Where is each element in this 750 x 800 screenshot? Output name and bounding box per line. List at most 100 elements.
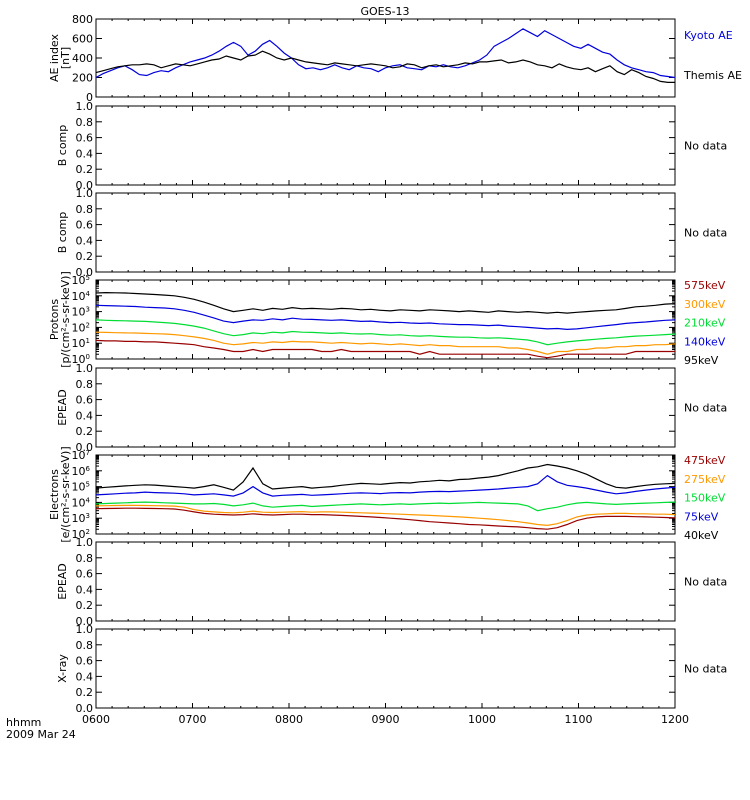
y-axis-label: X-ray <box>56 654 69 683</box>
series-300kev <box>95 331 676 355</box>
y-tick-label: 1.0 <box>76 623 94 636</box>
y-tick-label: 0.2 <box>76 250 94 263</box>
y-tick-label: 0.6 <box>76 655 94 668</box>
y-tick-label: 0.0 <box>76 179 94 192</box>
y-tick-label: 0.4 <box>76 583 94 596</box>
panel-frame <box>95 18 676 98</box>
y-tick-label: 0.0 <box>76 702 94 715</box>
y-axis-label: [e/(cm²-s-sr-keV)] <box>59 446 72 542</box>
x-tick-label: 1000 <box>468 713 496 726</box>
legend-entry: 75keV <box>684 510 719 523</box>
y-axis-label: AE index <box>48 33 61 82</box>
y-tick-label: 600 <box>72 33 93 46</box>
panel-protons: 100 101 102 103 104 105 Protons[p/(cm²-s-sr-ke… <box>48 271 726 368</box>
series-575kev <box>95 339 675 359</box>
legend-entry: 210keV <box>684 317 726 330</box>
legend-entry: 95keV <box>684 354 719 367</box>
y-tick-label: 0.8 <box>76 639 94 652</box>
series-475kev <box>95 507 676 530</box>
panel-frame <box>95 367 676 448</box>
series-210kev <box>95 319 676 346</box>
y-tick-label: 1.0 <box>76 536 94 549</box>
y-tick-label: 0.4 <box>76 234 94 247</box>
y-tick-label: 0.6 <box>76 132 94 145</box>
no-data-label: No data <box>684 140 727 153</box>
y-tick-label: 0.8 <box>76 203 94 216</box>
series-75kev <box>95 474 676 497</box>
x-tick-labels: 0600 0700 0800 0900 1000 1100 1200 <box>82 713 689 726</box>
y-tick-label: 105 <box>72 274 90 287</box>
panel-b1: 0.0 0.2 0.4 0.6 0.8 1.0 B comp No data <box>56 100 727 192</box>
x-tick-label: 0700 <box>179 713 207 726</box>
no-data-label: No data <box>684 402 727 415</box>
y-tick-label: 0.2 <box>76 599 94 612</box>
y-tick-label: 1.0 <box>76 100 94 113</box>
panel-frame <box>95 192 676 273</box>
y-axis-label: B comp <box>56 125 69 167</box>
legend-entry: 575keV <box>684 279 726 292</box>
y-axis-label: Electrons <box>48 469 61 520</box>
x-tick-label: 1100 <box>565 713 593 726</box>
y-tick-label: 100 <box>72 353 90 366</box>
y-tick-label: 0.6 <box>76 394 94 407</box>
y-tick-label: 102 <box>72 321 90 334</box>
panel-frame <box>95 454 676 535</box>
y-axis-label: B comp <box>56 212 69 254</box>
series-kyoto-ae <box>95 28 676 79</box>
time-unit-label: hhmm <box>6 716 41 729</box>
x-tick-label: 0800 <box>275 713 303 726</box>
legend-entry: 300keV <box>684 298 726 311</box>
y-tick-label: 0.8 <box>76 116 94 129</box>
panel-b2: 0.0 0.2 0.4 0.6 0.8 1.0 B comp No data <box>56 187 727 279</box>
panel-frame <box>95 541 676 622</box>
chart-title: GOES-13 <box>360 5 409 18</box>
y-tick-label: 0.6 <box>76 219 94 232</box>
y-axis-label: Protons <box>48 299 61 340</box>
y-tick-label: 101 <box>72 337 90 350</box>
legend-entry: Themis AE <box>683 69 742 82</box>
panel-electrons: 102 103 104 105 106 107 Electrons[e/(cm²-s-sr-… <box>48 446 726 542</box>
panel-epead1: 0.0 0.2 0.4 0.6 0.8 1.0 EPEAD No data <box>56 362 727 454</box>
y-axis-label: [nT] <box>59 47 72 69</box>
panels: 0 200 400 600 800 AE index[nT] Kyoto AE Themis … <box>48 13 742 715</box>
y-tick-label: 0.2 <box>76 425 94 438</box>
y-axis-label: [p/(cm²-s-sr-keV)] <box>59 271 72 368</box>
series-40kev <box>95 463 676 491</box>
y-tick-label: 103 <box>72 306 90 319</box>
series-themis-ae <box>95 50 675 84</box>
series-275kev <box>95 504 676 527</box>
y-tick-label: 200 <box>72 72 93 85</box>
panel-frame <box>95 279 676 360</box>
x-tick-label: 0600 <box>82 713 110 726</box>
y-tick-label: 104 <box>72 496 91 509</box>
panel-frame <box>95 628 676 709</box>
y-axis-label: EPEAD <box>56 389 69 426</box>
y-tick-label: 0.2 <box>76 163 94 176</box>
panel-frame <box>95 105 676 186</box>
y-tick-label: 107 <box>72 449 90 462</box>
y-tick-label: 103 <box>72 512 90 525</box>
panel-epead2: 0.0 0.2 0.4 0.6 0.8 1.0 EPEAD No data <box>56 536 727 628</box>
y-tick-label: 800 <box>72 13 93 26</box>
y-tick-label: 0 <box>86 91 93 104</box>
x-tick-label: 1200 <box>661 713 689 726</box>
y-tick-label: 0.8 <box>76 378 94 391</box>
y-tick-label: 0.4 <box>76 409 94 422</box>
panel-xray: 0.0 0.2 0.4 0.6 0.8 1.0 X-ray No data <box>56 623 727 715</box>
y-tick-label: 400 <box>72 52 93 65</box>
series-150kev <box>95 501 676 512</box>
y-tick-label: 104 <box>72 290 91 303</box>
legend-entry: 475keV <box>684 454 726 467</box>
no-data-label: No data <box>684 227 727 240</box>
y-tick-label: 0.6 <box>76 568 94 581</box>
y-tick-label: 102 <box>72 528 90 541</box>
y-axis-label: EPEAD <box>56 563 69 600</box>
legend-entry: 275keV <box>684 473 726 486</box>
panel-ae: 0 200 400 600 800 AE index[nT] Kyoto AE Themis … <box>48 13 742 104</box>
x-tick-label: 0900 <box>372 713 400 726</box>
y-tick-label: 0.0 <box>76 266 94 279</box>
y-tick-label: 0.4 <box>76 147 94 160</box>
y-tick-label: 1.0 <box>76 187 94 200</box>
series-140kev <box>95 304 676 331</box>
